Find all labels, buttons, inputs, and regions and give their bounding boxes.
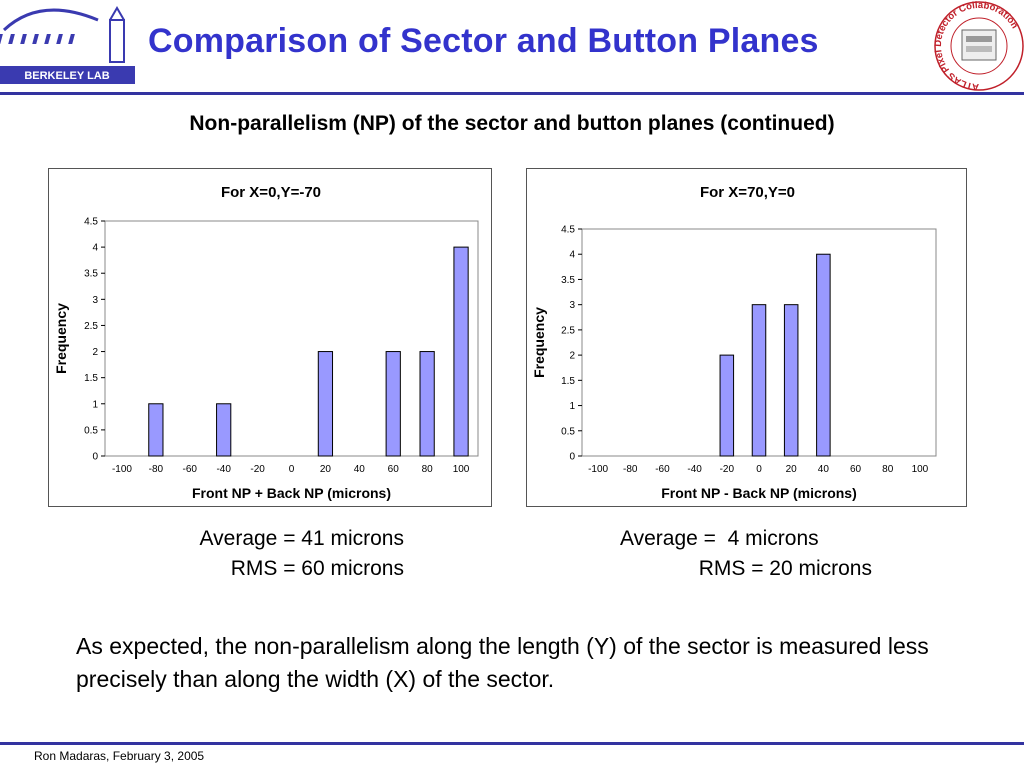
x-tick-label: -100 <box>588 464 608 475</box>
stats-right: Average = 4 microns RMS = 20 microns <box>620 524 872 584</box>
y-tick-label: 0 <box>92 452 98 463</box>
x-tick-label: 60 <box>850 464 862 475</box>
y-tick-label: 4.5 <box>84 217 98 228</box>
average-left: Average = 41 microns <box>199 527 404 550</box>
x-tick-label: -40 <box>216 464 231 475</box>
x-tick-label: -80 <box>623 464 638 475</box>
y-tick-label: 2.5 <box>561 325 575 336</box>
x-tick-label: 20 <box>320 464 332 475</box>
y-tick-label: 0.5 <box>84 425 98 436</box>
conclusion-text: As expected, the non-parallelism along t… <box>76 633 929 692</box>
bar <box>719 354 735 457</box>
x-tick-label: 100 <box>912 464 929 475</box>
rms-left: RMS = 60 microns <box>230 557 404 580</box>
x-tick-label: 100 <box>453 464 470 475</box>
bar <box>453 246 469 457</box>
bar <box>816 253 831 457</box>
x-tick-label: 60 <box>388 464 400 475</box>
bar <box>148 403 164 457</box>
footer-text: Ron Madaras, February 3, 2005 <box>34 749 205 763</box>
y-tick-label: 3 <box>92 295 98 306</box>
rms-right: RMS = 20 microns <box>698 557 872 580</box>
y-tick-label: 3.5 <box>84 269 98 280</box>
atlas-pixel-logo: ATLAS Pixel Detector Collaboration <box>933 0 1024 92</box>
plot-area <box>104 220 479 457</box>
histogram-chart-left: For X=0,Y=-70 0 0.5 1 1.5 2 2.5 3 3.5 4 4.5 -100 -80… <box>48 168 492 507</box>
x-axis-label: Front NP - Back NP (microns) <box>661 485 857 501</box>
chart-title: For X=0,Y=-70 <box>221 184 321 201</box>
y-tick-label: 2 <box>92 347 98 358</box>
bar <box>317 351 334 457</box>
y-tick-label: 1 <box>569 401 575 412</box>
subtitle: Non-parallelism (NP) of the sector and b… <box>189 112 835 135</box>
y-tick-label: 3 <box>569 300 575 311</box>
x-tick-label: 0 <box>289 464 295 475</box>
histogram-chart-right: For X=70,Y=0 0 0.5 1 1.5 2 2.5 3 3.5 4 4.5 -100 -80 -… <box>526 168 967 507</box>
x-tick-label: -100 <box>112 464 132 475</box>
y-tick-label: 3.5 <box>561 275 575 286</box>
berkeley-lab-logo: BERKELEY LAB <box>0 0 135 92</box>
average-right: Average = 4 microns <box>620 527 819 550</box>
bar <box>419 351 435 457</box>
x-tick-label: 20 <box>786 464 798 475</box>
y-tick-label: 1 <box>92 399 98 410</box>
x-tick-label: 80 <box>422 464 434 475</box>
bar <box>783 304 799 457</box>
x-tick-label: -60 <box>183 464 198 475</box>
y-tick-label: 2 <box>569 351 575 362</box>
y-tick-label: 1.5 <box>561 376 575 387</box>
x-tick-label: -60 <box>655 464 670 475</box>
x-tick-label: -40 <box>687 464 702 475</box>
y-tick-label: 4 <box>92 243 98 254</box>
berkeley-lab-logo-text: BERKELEY LAB <box>24 70 109 82</box>
bar <box>385 351 401 457</box>
y-axis-label: Frequency <box>531 307 547 378</box>
title-rule <box>0 92 1024 95</box>
y-axis-label: Frequency <box>53 303 69 374</box>
y-tick-label: 0 <box>569 452 575 463</box>
stats-left: Average = 41 microns RMS = 60 microns <box>150 524 404 584</box>
y-tick-label: 1.5 <box>84 373 98 384</box>
y-tick-label: 4 <box>569 250 575 261</box>
chart-svg: For X=70,Y=0 0 0.5 1 1.5 2 2.5 3 3.5 4 4.5 -100 -80 -… <box>531 184 937 501</box>
footer-rule <box>0 742 1024 745</box>
x-tick-label: 40 <box>818 464 830 475</box>
x-tick-label: -80 <box>149 464 164 475</box>
y-tick-label: 4.5 <box>561 225 575 236</box>
x-axis-label: Front NP + Back NP (microns) <box>192 485 391 501</box>
chart-svg: For X=0,Y=-70 0 0.5 1 1.5 2 2.5 3 3.5 4 4.5 -100 -80… <box>53 184 479 501</box>
slide-title: Comparison of Sector and Button Planes <box>148 22 819 60</box>
x-tick-label: -20 <box>250 464 265 475</box>
x-tick-label: -20 <box>720 464 735 475</box>
x-tick-label: 0 <box>756 464 762 475</box>
bar <box>216 403 232 457</box>
y-tick-label: 2.5 <box>84 321 98 332</box>
x-tick-label: 40 <box>354 464 366 475</box>
chart-title: For X=70,Y=0 <box>700 184 795 201</box>
bar <box>751 304 767 457</box>
y-tick-label: 0.5 <box>561 426 575 437</box>
x-tick-label: 80 <box>882 464 894 475</box>
